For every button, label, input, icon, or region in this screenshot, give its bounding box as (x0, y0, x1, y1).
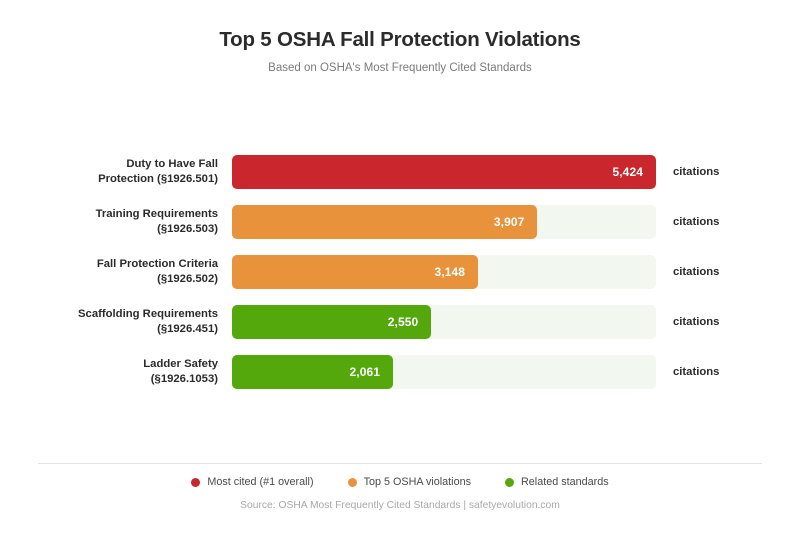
legend-label: Related standards (521, 476, 609, 488)
unit-label: citations (673, 316, 720, 328)
chart-subtitle: Based on OSHA's Most Frequently Cited St… (268, 61, 532, 74)
category-code: (§1926.1053) (150, 373, 218, 385)
bar-row: Fall Protection Criteria (§1926.502) 3,1… (0, 247, 800, 297)
legend-dot-icon (505, 477, 514, 487)
legend-dot-icon (191, 477, 201, 487)
bar-track: 3,907 (232, 205, 656, 239)
chart-title: Top 5 OSHA Fall Protection Violations (219, 28, 581, 51)
unit-label: citations (673, 166, 720, 178)
category-label: Scaffolding Requirements (§1926.451) (0, 307, 232, 337)
bar-track: 3,148 (232, 255, 656, 289)
bar-row: Ladder Safety (§1926.1053) 2,061 citatio… (0, 347, 800, 397)
category-name: Ladder Safety (143, 358, 218, 371)
chart-legend: Most cited (#1 overall) Top 5 OSHA viola… (0, 476, 800, 488)
category-name: Fall Protection Criteria (96, 258, 218, 271)
bar-row: Duty to Have Fall Protection (§1926.501)… (0, 147, 800, 197)
category-label: Duty to Have Fall Protection (§1926.501) (0, 157, 232, 187)
footer-divider (38, 463, 762, 464)
category-name: Duty to Have Fall (126, 158, 218, 171)
unit-label: citations (673, 266, 720, 278)
bar-fill[interactable]: 2,061 (232, 355, 394, 389)
bar-fill[interactable]: 3,148 (232, 255, 479, 289)
bar-value-label: 5,424 (612, 165, 643, 179)
bar-track: 5,424 (232, 155, 656, 189)
legend-dot-icon (347, 477, 357, 487)
bar-fill[interactable]: 2,550 (232, 305, 432, 339)
legend-label: Most cited (#1 overall) (207, 476, 314, 488)
legend-item-related[interactable]: Related standards (505, 476, 609, 488)
bar-value-label: 2,550 (387, 315, 419, 329)
unit-label: citations (673, 216, 720, 228)
bar-track: 2,061 (232, 355, 656, 389)
category-code: (§1926.502) (157, 273, 218, 285)
bar-track: 2,550 (232, 305, 656, 339)
category-code: Protection (§1926.501) (98, 173, 218, 185)
legend-item-top5[interactable]: Top 5 OSHA violations (347, 476, 471, 488)
bar-value-label: 3,907 (493, 215, 525, 229)
bar-row: Scaffolding Requirements (§1926.451) 2,5… (0, 297, 800, 347)
bar-row: Training Requirements (§1926.503) 3,907 … (0, 197, 800, 247)
chart-header: Top 5 OSHA Fall Protection Violations Ba… (0, 0, 800, 74)
category-name: Scaffolding Requirements (78, 308, 218, 321)
bar-fill[interactable]: 5,424 (232, 155, 656, 189)
category-label: Fall Protection Criteria (§1926.502) (0, 257, 232, 287)
unit-label: citations (673, 366, 720, 378)
category-code: (§1926.451) (157, 323, 218, 335)
legend-item-most-cited[interactable]: Most cited (#1 overall) (191, 476, 314, 488)
source-note: Source: OSHA Most Frequently Cited Stand… (240, 500, 560, 511)
bar-value-label: 2,061 (349, 365, 381, 379)
category-code: (§1926.503) (157, 223, 218, 235)
category-label: Training Requirements (§1926.503) (0, 207, 232, 237)
legend-label: Top 5 OSHA violations (363, 476, 471, 488)
bar-value-label: 3,148 (434, 265, 466, 279)
bar-chart-plot-area: Duty to Have Fall Protection (§1926.501)… (0, 147, 800, 397)
category-name: Training Requirements (95, 208, 218, 221)
bar-fill[interactable]: 3,907 (232, 205, 538, 239)
category-label: Ladder Safety (§1926.1053) (0, 357, 232, 387)
